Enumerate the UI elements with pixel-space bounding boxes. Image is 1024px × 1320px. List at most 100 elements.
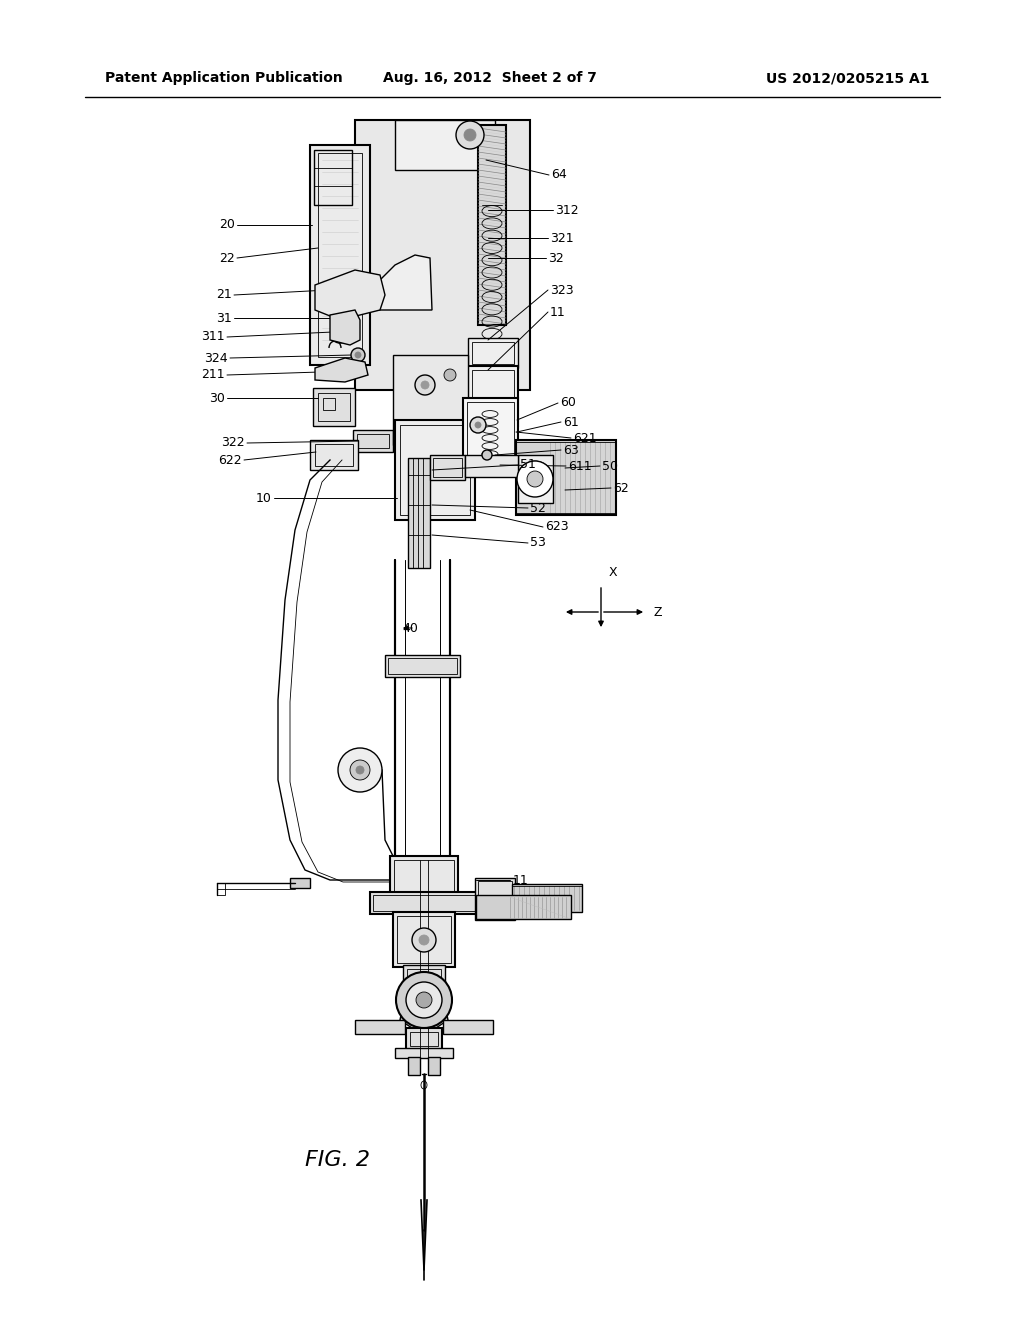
- Bar: [476, 895, 571, 919]
- Circle shape: [482, 450, 492, 459]
- Circle shape: [470, 417, 486, 433]
- Text: 211: 211: [202, 368, 225, 381]
- Bar: [357, 434, 389, 447]
- Circle shape: [350, 760, 370, 780]
- Text: 64: 64: [551, 169, 566, 181]
- Polygon shape: [315, 358, 368, 381]
- Bar: [478, 125, 506, 325]
- Bar: [443, 1020, 493, 1034]
- Circle shape: [412, 928, 436, 952]
- Bar: [290, 878, 310, 888]
- Text: 10: 10: [256, 491, 272, 504]
- Circle shape: [356, 766, 364, 774]
- Bar: [395, 120, 495, 170]
- Bar: [478, 880, 512, 917]
- Bar: [408, 458, 430, 568]
- Text: US 2012/0205215 A1: US 2012/0205215 A1: [767, 71, 930, 84]
- Bar: [323, 399, 335, 411]
- Text: 20: 20: [219, 219, 234, 231]
- Text: 52: 52: [530, 502, 546, 515]
- Bar: [468, 366, 518, 426]
- Text: 311: 311: [202, 330, 225, 343]
- Bar: [388, 657, 457, 675]
- Text: 623: 623: [545, 520, 568, 533]
- Bar: [468, 338, 518, 368]
- Circle shape: [416, 993, 432, 1008]
- Bar: [428, 1057, 440, 1074]
- Bar: [370, 892, 478, 913]
- Text: 324: 324: [205, 351, 228, 364]
- Circle shape: [456, 121, 484, 149]
- Text: Aug. 16, 2012  Sheet 2 of 7: Aug. 16, 2012 Sheet 2 of 7: [383, 71, 597, 84]
- Text: 11: 11: [513, 874, 528, 887]
- Text: 60: 60: [560, 396, 575, 409]
- Bar: [217, 883, 225, 895]
- Circle shape: [419, 935, 429, 945]
- Bar: [403, 965, 445, 993]
- Bar: [472, 370, 514, 422]
- Bar: [393, 355, 468, 445]
- Bar: [463, 399, 518, 473]
- Bar: [407, 969, 441, 989]
- Text: 61: 61: [563, 416, 579, 429]
- Text: 11: 11: [550, 305, 565, 318]
- Bar: [373, 895, 475, 911]
- Circle shape: [415, 375, 435, 395]
- Bar: [314, 150, 352, 205]
- Text: 53: 53: [530, 536, 546, 549]
- Bar: [310, 145, 370, 366]
- Bar: [410, 1032, 438, 1045]
- Text: 31: 31: [216, 312, 232, 325]
- Bar: [397, 916, 451, 964]
- Bar: [318, 153, 362, 356]
- Text: 622: 622: [218, 454, 242, 466]
- Bar: [472, 342, 514, 364]
- Polygon shape: [400, 1001, 449, 1030]
- Bar: [353, 430, 393, 451]
- Polygon shape: [330, 310, 360, 345]
- Bar: [433, 458, 462, 477]
- Bar: [393, 912, 455, 968]
- Bar: [313, 388, 355, 426]
- Circle shape: [396, 972, 452, 1028]
- Bar: [310, 440, 358, 470]
- Bar: [467, 403, 514, 469]
- Bar: [465, 455, 518, 477]
- Circle shape: [338, 748, 382, 792]
- Text: 22: 22: [219, 252, 234, 264]
- Text: 322: 322: [221, 437, 245, 450]
- Bar: [395, 420, 475, 520]
- Circle shape: [527, 471, 543, 487]
- Bar: [315, 444, 353, 466]
- Circle shape: [351, 348, 365, 362]
- Text: 321: 321: [550, 231, 573, 244]
- Bar: [385, 655, 460, 677]
- Text: Z: Z: [653, 606, 662, 619]
- Text: FIG. 2: FIG. 2: [305, 1150, 370, 1170]
- Text: 611: 611: [568, 459, 592, 473]
- Bar: [318, 393, 350, 421]
- Bar: [475, 878, 515, 920]
- Text: 30: 30: [209, 392, 225, 404]
- Polygon shape: [315, 271, 385, 319]
- Circle shape: [421, 381, 429, 389]
- Bar: [406, 1028, 442, 1049]
- Circle shape: [355, 352, 361, 358]
- Bar: [395, 1048, 453, 1059]
- Text: X: X: [609, 565, 617, 578]
- Bar: [400, 425, 470, 515]
- Circle shape: [444, 370, 456, 381]
- Text: 63: 63: [563, 444, 579, 457]
- Text: 50: 50: [602, 459, 618, 473]
- Bar: [512, 884, 582, 912]
- Bar: [518, 455, 553, 503]
- Text: 323: 323: [550, 284, 573, 297]
- Circle shape: [406, 982, 442, 1018]
- Text: 32: 32: [548, 252, 564, 264]
- Circle shape: [517, 461, 553, 498]
- Bar: [408, 1057, 420, 1074]
- Text: 40: 40: [402, 622, 418, 635]
- Polygon shape: [365, 255, 432, 310]
- Circle shape: [464, 129, 476, 141]
- Text: Patent Application Publication: Patent Application Publication: [105, 71, 343, 84]
